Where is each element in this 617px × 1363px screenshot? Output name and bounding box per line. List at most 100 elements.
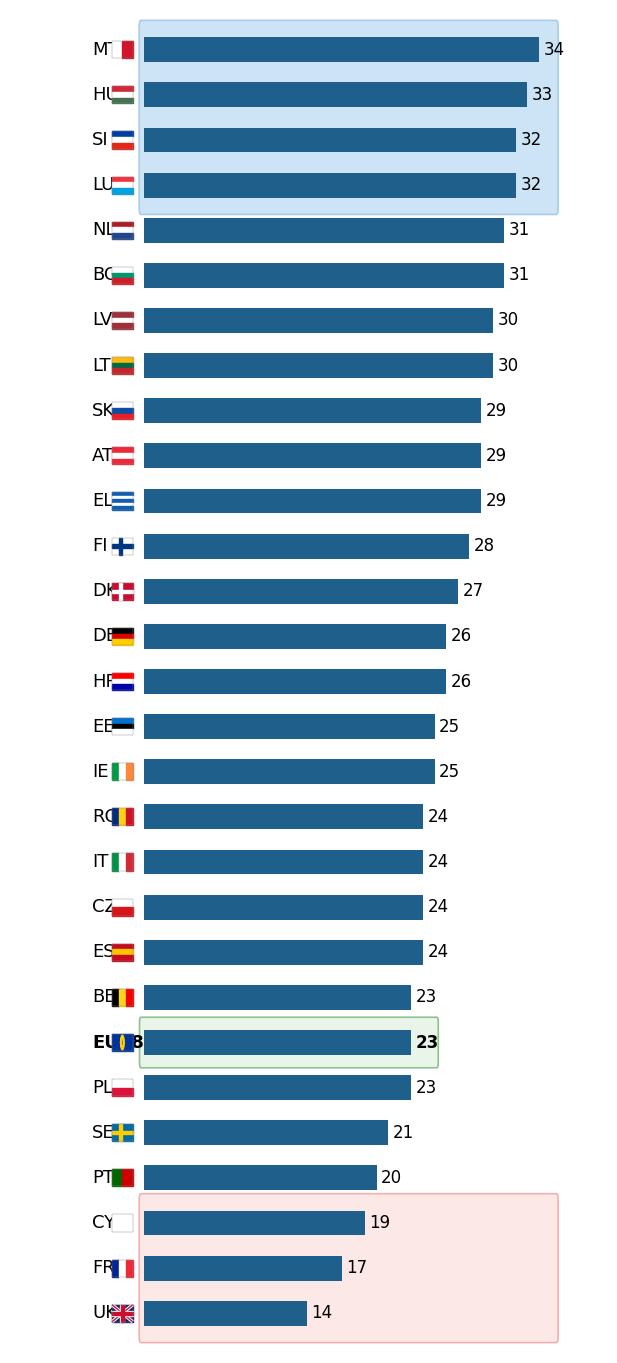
- Text: CZ: CZ: [92, 898, 117, 916]
- Bar: [144, 849, 423, 875]
- Bar: [144, 1075, 412, 1100]
- Bar: [119, 988, 126, 1006]
- Bar: [144, 534, 470, 559]
- Bar: [112, 898, 133, 916]
- Text: SE: SE: [92, 1123, 115, 1142]
- Bar: [144, 353, 492, 378]
- Bar: [122, 1169, 133, 1186]
- FancyBboxPatch shape: [139, 1194, 558, 1343]
- Text: LV: LV: [92, 312, 112, 330]
- Text: 31: 31: [509, 266, 530, 285]
- Text: 24: 24: [428, 898, 449, 916]
- Circle shape: [123, 1039, 124, 1041]
- Bar: [112, 1124, 133, 1141]
- Bar: [112, 763, 119, 781]
- Text: EL: EL: [92, 492, 114, 510]
- Bar: [112, 459, 133, 465]
- Text: 30: 30: [497, 357, 518, 375]
- Bar: [112, 988, 133, 1006]
- Bar: [112, 1304, 133, 1322]
- Bar: [112, 447, 133, 465]
- Bar: [112, 222, 133, 228]
- Text: SI: SI: [92, 131, 109, 149]
- Text: HU: HU: [92, 86, 119, 104]
- Bar: [112, 143, 133, 149]
- Bar: [112, 267, 133, 284]
- Bar: [112, 363, 133, 368]
- Circle shape: [121, 1039, 122, 1041]
- Bar: [112, 492, 133, 496]
- Bar: [126, 853, 133, 871]
- Bar: [112, 453, 133, 459]
- Text: 17: 17: [346, 1259, 368, 1277]
- Bar: [119, 1259, 126, 1277]
- Circle shape: [123, 1041, 124, 1044]
- Text: IT: IT: [92, 853, 109, 871]
- Bar: [112, 1035, 133, 1051]
- Bar: [112, 408, 133, 413]
- Circle shape: [121, 1045, 122, 1050]
- Text: 29: 29: [486, 402, 507, 420]
- Text: UK: UK: [92, 1304, 117, 1322]
- Bar: [144, 1255, 342, 1281]
- Bar: [112, 950, 133, 955]
- Bar: [144, 218, 504, 243]
- Text: 26: 26: [451, 627, 472, 645]
- Bar: [144, 624, 446, 649]
- Bar: [119, 1124, 122, 1141]
- Text: PT: PT: [92, 1169, 114, 1187]
- Bar: [112, 1214, 133, 1232]
- Bar: [112, 763, 133, 781]
- Bar: [112, 908, 133, 916]
- Text: 30: 30: [497, 312, 518, 330]
- Bar: [112, 684, 133, 690]
- Text: RO: RO: [92, 808, 119, 826]
- Bar: [120, 1304, 125, 1322]
- Bar: [112, 537, 133, 555]
- Bar: [144, 894, 423, 920]
- Bar: [112, 86, 133, 104]
- Text: 21: 21: [393, 1123, 414, 1142]
- Bar: [112, 729, 133, 735]
- Text: CY: CY: [92, 1214, 115, 1232]
- Bar: [112, 402, 133, 408]
- Bar: [112, 628, 133, 634]
- Bar: [126, 763, 133, 781]
- Bar: [144, 398, 481, 423]
- Bar: [112, 131, 133, 138]
- Text: 24: 24: [428, 808, 449, 826]
- Circle shape: [121, 1036, 122, 1040]
- Bar: [112, 413, 133, 420]
- Text: AT: AT: [92, 447, 114, 465]
- Bar: [119, 582, 122, 600]
- Bar: [112, 222, 133, 239]
- Text: 25: 25: [439, 763, 460, 781]
- Text: 32: 32: [520, 176, 542, 194]
- Bar: [112, 853, 133, 871]
- Bar: [112, 898, 133, 908]
- Bar: [112, 447, 133, 453]
- Bar: [144, 37, 539, 63]
- Text: 25: 25: [439, 718, 460, 736]
- Text: 29: 29: [486, 447, 507, 465]
- Bar: [122, 41, 133, 59]
- Text: FI: FI: [92, 537, 108, 555]
- Text: 32: 32: [520, 131, 542, 149]
- Text: 28: 28: [474, 537, 495, 555]
- Bar: [112, 233, 133, 239]
- Bar: [144, 579, 458, 604]
- Bar: [112, 673, 133, 679]
- Bar: [112, 1131, 133, 1134]
- Bar: [144, 985, 412, 1010]
- Bar: [112, 724, 133, 729]
- Text: FR: FR: [92, 1259, 115, 1277]
- Bar: [112, 177, 133, 194]
- Bar: [144, 669, 446, 694]
- Bar: [144, 1300, 307, 1326]
- Text: BG: BG: [92, 266, 118, 285]
- Bar: [144, 1030, 412, 1055]
- Bar: [112, 537, 133, 555]
- Bar: [112, 1169, 122, 1186]
- Bar: [126, 1259, 133, 1277]
- Text: 19: 19: [370, 1214, 391, 1232]
